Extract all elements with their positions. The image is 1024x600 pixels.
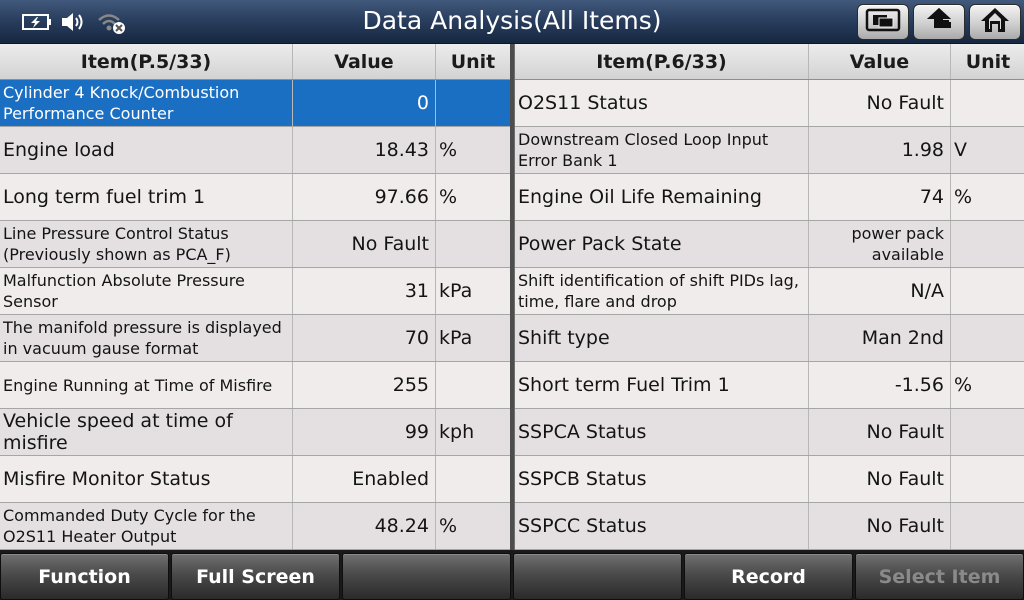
title-bar: Data Analysis(All Items) xyxy=(0,0,1024,44)
row-value: 99 xyxy=(404,421,429,443)
row-value: No Fault xyxy=(866,92,944,114)
table-row[interactable]: The manifold pressure is displayed in va… xyxy=(0,315,510,362)
data-table-right: Item(P.6/33) Value Unit O2S11 Status No … xyxy=(514,44,1024,550)
row-value: 48.24 xyxy=(374,515,429,537)
table-row[interactable]: Engine Oil Life Remaining 74 % xyxy=(515,174,1024,221)
row-item-label: The manifold pressure is displayed in va… xyxy=(3,318,282,358)
full-screen-button[interactable]: Full Screen xyxy=(171,553,340,600)
row-item-label: Vehicle speed at time of misfire xyxy=(3,410,233,454)
home-button[interactable] xyxy=(969,4,1021,40)
row-item-label: Shift identification of shift PIDs lag, … xyxy=(518,271,799,311)
row-item-label: SSPCC Status xyxy=(518,515,647,537)
row-value: 18.43 xyxy=(374,139,429,161)
table-row[interactable]: Line Pressure Control Status (Previously… xyxy=(0,221,510,268)
row-unit: % xyxy=(954,186,973,208)
column-header-item: Item(P.6/33) xyxy=(515,44,809,79)
row-unit: kph xyxy=(439,421,475,443)
speaker-icon xyxy=(60,11,88,33)
row-item-label: Downstream Closed Loop Input Error Bank … xyxy=(518,130,769,170)
back-arrow-icon xyxy=(923,6,955,38)
row-value: Enabled xyxy=(352,468,429,490)
row-value: 70 xyxy=(404,327,429,349)
row-item-label: Shift type xyxy=(518,327,610,349)
row-unit: kPa xyxy=(439,327,473,349)
row-item-label: Engine Oil Life Remaining xyxy=(518,186,762,208)
row-unit: % xyxy=(439,186,458,208)
back-button[interactable] xyxy=(913,4,965,40)
table-header: Item(P.5/33) Value Unit xyxy=(0,44,510,80)
table-row[interactable]: Malfunction Absolute Pressure Sensor 31 … xyxy=(0,268,510,315)
data-table-left: Item(P.5/33) Value Unit Cylinder 4 Knock… xyxy=(0,44,510,550)
row-item-label: Commanded Duty Cycle for the O2S11 Heate… xyxy=(3,506,256,546)
table-row[interactable]: Long term fuel trim 1 97.66 % xyxy=(0,174,510,221)
row-value: Man 2nd xyxy=(861,327,944,349)
row-value: 0 xyxy=(416,92,429,114)
row-value: -1.56 xyxy=(894,374,944,396)
column-header-item: Item(P.5/33) xyxy=(0,44,293,79)
battery-charging-icon xyxy=(22,13,52,31)
row-item-label: SSPCB Status xyxy=(518,468,647,490)
table-row[interactable]: Vehicle speed at time of misfire 99 kph xyxy=(0,409,510,456)
column-header-unit: Unit xyxy=(965,50,1011,73)
empty-button-2 xyxy=(513,553,682,600)
row-value: power pack available xyxy=(851,224,944,264)
status-icons xyxy=(22,8,126,36)
screenshot-icon xyxy=(865,7,901,37)
column-header-unit: Unit xyxy=(450,50,496,73)
table-row[interactable]: Commanded Duty Cycle for the O2S11 Heate… xyxy=(0,503,510,550)
panel-divider xyxy=(510,44,514,550)
row-item-label: Line Pressure Control Status (Previously… xyxy=(3,224,231,264)
table-row[interactable]: Downstream Closed Loop Input Error Bank … xyxy=(515,127,1024,174)
table-row[interactable]: Power Pack State power pack available xyxy=(515,221,1024,268)
row-value: N/A xyxy=(910,280,944,302)
row-item-label: Malfunction Absolute Pressure Sensor xyxy=(3,271,245,311)
row-item-label: Long term fuel trim 1 xyxy=(3,186,206,208)
row-unit: % xyxy=(954,374,973,396)
row-item-label: Misfire Monitor Status xyxy=(3,468,211,490)
row-item-label: SSPCA Status xyxy=(518,421,647,443)
row-unit: V xyxy=(954,139,967,161)
screenshot-button[interactable] xyxy=(857,4,909,40)
row-value: No Fault xyxy=(866,468,944,490)
table-row[interactable]: Shift identification of shift PIDs lag, … xyxy=(515,268,1024,315)
record-button[interactable]: Record xyxy=(684,553,853,600)
table-row[interactable]: Shift type Man 2nd xyxy=(515,315,1024,362)
row-item-label: O2S11 Status xyxy=(518,92,648,114)
table-row[interactable]: Cylinder 4 Knock/Combustion Performance … xyxy=(0,80,510,127)
row-unit: % xyxy=(439,139,458,161)
row-value: 255 xyxy=(392,374,429,396)
table-header: Item(P.6/33) Value Unit xyxy=(515,44,1024,80)
table-row[interactable]: SSPCA Status No Fault xyxy=(515,409,1024,456)
row-value: No Fault xyxy=(351,233,429,255)
table-row[interactable]: SSPCC Status No Fault xyxy=(515,503,1024,550)
column-header-value: Value xyxy=(293,44,436,79)
table-row[interactable]: Misfire Monitor Status Enabled xyxy=(0,456,510,503)
table-row[interactable]: O2S11 Status No Fault xyxy=(515,80,1024,127)
row-item-label: Power Pack State xyxy=(518,233,682,255)
page-title: Data Analysis(All Items) xyxy=(362,6,662,35)
select-item-button: Select Item xyxy=(855,553,1024,600)
row-value: 31 xyxy=(404,280,429,302)
row-value: 1.98 xyxy=(901,139,944,161)
row-unit: % xyxy=(439,515,458,537)
row-item-label: Engine load xyxy=(3,139,115,161)
column-header-value: Value xyxy=(809,44,951,79)
table-row[interactable]: SSPCB Status No Fault xyxy=(515,456,1024,503)
row-item-label: Engine Running at Time of Misfire xyxy=(3,375,273,395)
table-row[interactable]: Engine Running at Time of Misfire 255 xyxy=(0,362,510,409)
wifi-off-icon xyxy=(96,10,126,34)
empty-button-1 xyxy=(342,553,511,600)
row-value: 97.66 xyxy=(374,186,429,208)
row-unit: kPa xyxy=(439,280,473,302)
function-button[interactable]: Function xyxy=(0,553,169,600)
table-row[interactable]: Short term Fuel Trim 1 -1.56 % xyxy=(515,362,1024,409)
row-item-label: Short term Fuel Trim 1 xyxy=(518,374,730,396)
bottom-toolbar: Function Full Screen Record Select Item xyxy=(0,550,1024,600)
row-value: No Fault xyxy=(866,515,944,537)
table-row[interactable]: Engine load 18.43 % xyxy=(0,127,510,174)
home-icon xyxy=(979,6,1011,38)
row-item-label: Cylinder 4 Knock/Combustion Performance … xyxy=(3,83,240,123)
row-value: 74 xyxy=(919,186,944,208)
row-value: No Fault xyxy=(866,421,944,443)
